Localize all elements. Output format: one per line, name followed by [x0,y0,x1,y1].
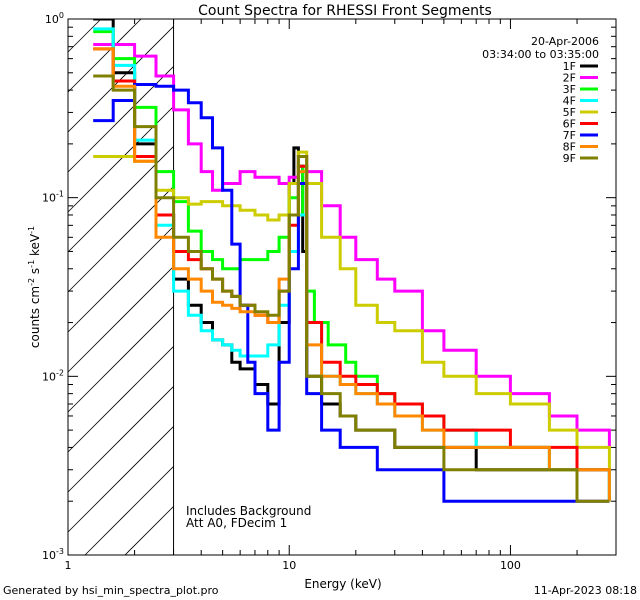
annotation-background: Includes Background [186,504,311,518]
hatched-region [67,18,175,556]
hatch-line [67,18,142,93]
legend-label-4F: 4F [563,95,576,108]
plot-frame [67,18,617,556]
hatch-line [84,466,174,556]
hatch-line [67,106,174,213]
hatch-line [67,186,174,293]
y-axis-label: counts cm-2 s-1 keV-1 [27,226,42,348]
hatch-line [67,346,174,453]
series-8F [93,47,611,502]
legend-label-9F: 9F [563,152,576,165]
footer-generated-by: Generated by hsi_min_spectra_plot.pro [3,584,219,597]
x-tick-label: 10 [282,559,296,572]
series-3F [93,30,611,502]
hatch-line [67,426,174,533]
y-tick-label: 10-1 [42,190,64,205]
hatch-line [67,26,174,133]
legend-label-5F: 5F [563,106,576,119]
hatch-line [67,18,102,53]
y-tick-label: 10-2 [42,368,64,383]
legend-label-8F: 8F [563,141,576,154]
series-7F [93,83,610,503]
hatch-line [67,226,174,333]
x-tick-label: 100 [500,559,521,572]
hatch-line [67,266,174,373]
legend-time-range: 03:34:00 to 03:35:00 [482,48,599,61]
y-tick-label: 100 [45,11,64,26]
hatch-line [124,506,174,556]
legend-label-6F: 6F [563,118,576,131]
axis-ticks: 1 10 100 10-3 10-2 10-1 100 [42,11,617,572]
x-axis-label: Energy (keV) [304,577,381,591]
y-tick-label: 10-3 [42,547,64,562]
hatch-line [67,306,174,413]
legend-label-1F: 1F [563,60,576,73]
footer-timestamp: 11-Apr-2023 08:18 [534,584,637,597]
x-tick-label: 1 [65,559,72,572]
series-5F [93,150,611,470]
chart-title: Count Spectra for RHESSI Front Segments [198,3,492,19]
legend-label-2F: 2F [563,72,576,85]
series-group [93,19,611,503]
series-2F [93,43,611,448]
series-9F [93,74,610,503]
series-4F [93,27,611,502]
legend-label-7F: 7F [563,129,576,142]
legend-date: 20-Apr-2006 [531,35,599,48]
series-6F [93,47,610,472]
legend-label-3F: 3F [563,83,576,96]
annotation-attenuator: Att A0, FDecim 1 [186,516,287,530]
hatch-line [67,386,174,493]
